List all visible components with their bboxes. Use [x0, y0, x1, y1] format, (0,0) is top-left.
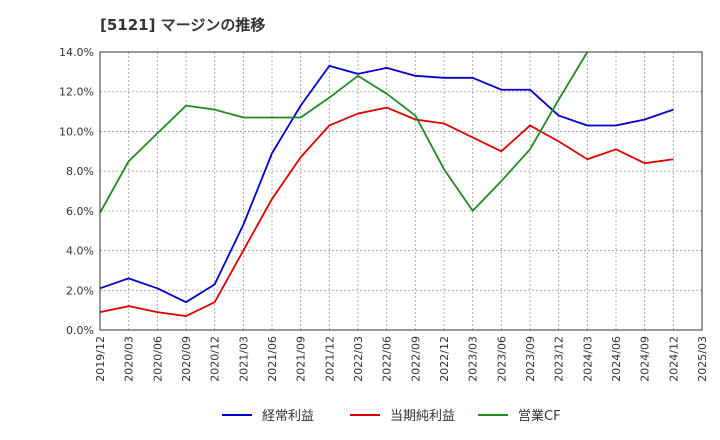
x-tick-label: 2024/03	[581, 336, 594, 382]
x-tick-label: 2020/09	[180, 336, 193, 382]
x-axis: 2019/12 2020/03 2020/06 2020/09 2020/12 2021/…	[94, 336, 709, 382]
y-tick-label: 6.0%	[66, 205, 94, 218]
x-tick-label: 2024/06	[610, 336, 623, 382]
y-tick-label: 12.0%	[59, 86, 94, 99]
x-tick-label: 2021/06	[266, 336, 279, 382]
x-tick-label: 2022/03	[352, 336, 365, 382]
y-tick-label: 4.0%	[66, 245, 94, 258]
x-tick-label: 2019/12	[94, 336, 107, 382]
series-line-0	[99, 65, 674, 304]
x-tick-label: 2020/12	[209, 336, 222, 382]
plot-background	[100, 52, 702, 330]
y-tick-label: 2.0%	[66, 284, 94, 297]
x-tick-label: 2023/06	[495, 336, 508, 382]
y-tick-label: 10.0%	[59, 125, 94, 138]
chart-title: [5121] マージンの推移	[100, 16, 266, 34]
series-layer	[99, 51, 674, 317]
y-tick-label: 8.0%	[66, 165, 94, 178]
x-tick-label: 2021/12	[323, 336, 336, 382]
plot-frame	[99, 51, 703, 331]
x-tick-label: 2024/09	[639, 336, 652, 382]
x-tick-label: 2021/09	[295, 336, 308, 382]
legend-label-2: 営業CF	[518, 408, 561, 424]
y-axis: 0.0% 2.0% 4.0% 6.0% 8.0% 10.0% 12.0% 14.0%	[59, 46, 94, 337]
x-tick-label: 2022/12	[438, 336, 451, 382]
legend: 経常利益 当期純利益 営業CF	[222, 408, 561, 424]
x-tick-label: 2025/03	[696, 336, 709, 382]
y-tick-label: 14.0%	[59, 46, 94, 59]
series-line-2	[99, 51, 589, 214]
x-tick-label: 2023/09	[524, 336, 537, 382]
x-tick-label: 2022/09	[409, 336, 422, 382]
legend-label-1: 当期純利益	[390, 409, 455, 424]
x-tick-label: 2020/06	[151, 336, 164, 382]
x-tick-label: 2022/06	[381, 336, 394, 382]
series-line-1	[99, 106, 674, 317]
legend-label-0: 経常利益	[262, 409, 314, 424]
y-tick-label: 0.0%	[66, 324, 94, 337]
x-tick-label: 2023/03	[467, 336, 480, 382]
x-tick-label: 2020/03	[123, 336, 136, 382]
x-tick-label: 2023/12	[553, 336, 566, 382]
x-tick-label: 2024/12	[667, 336, 680, 382]
x-tick-label: 2021/03	[237, 336, 250, 382]
